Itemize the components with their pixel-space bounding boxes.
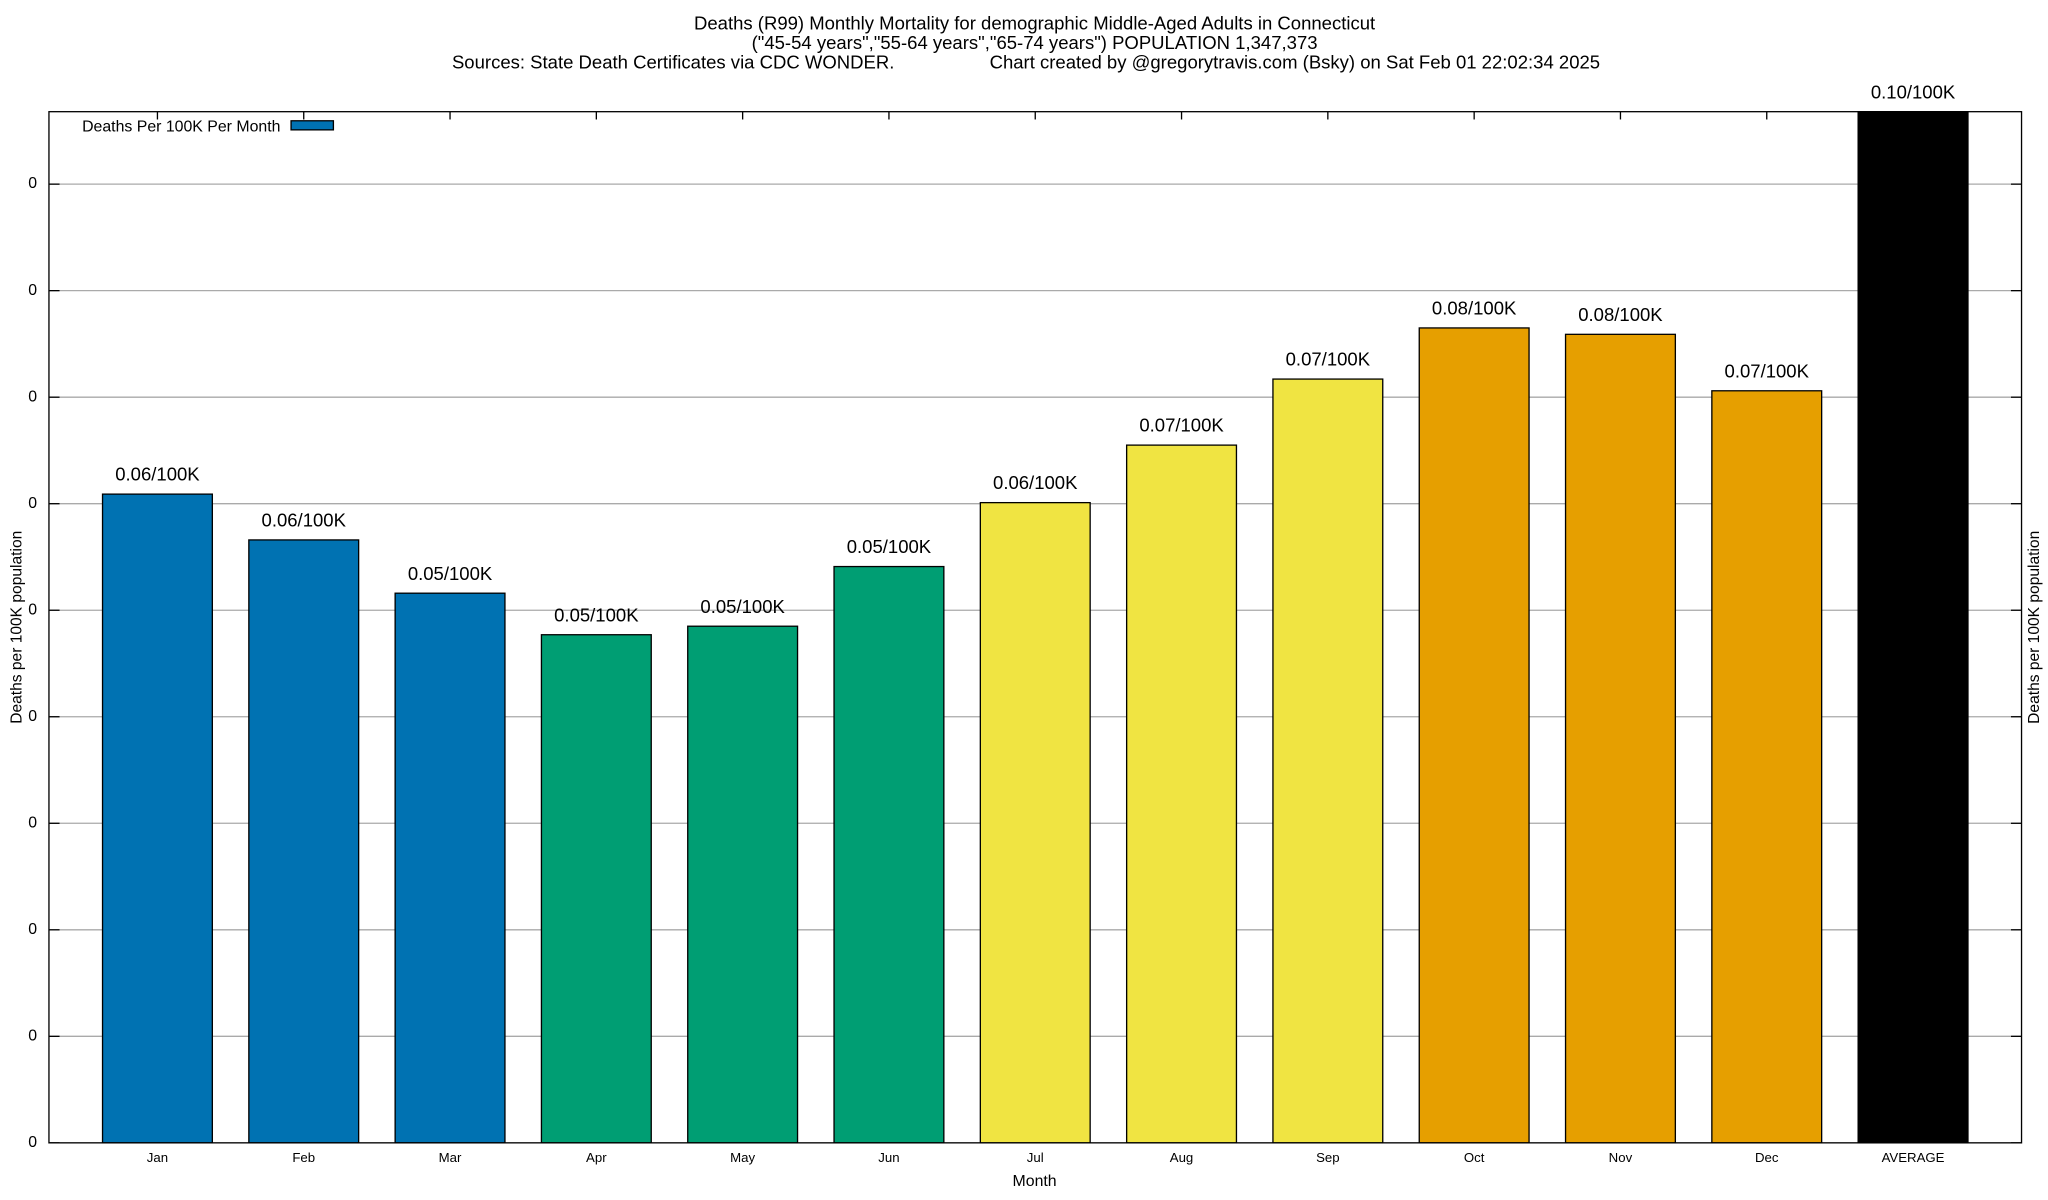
bar bbox=[687, 625, 799, 1144]
x-tick-label: Jan bbox=[147, 1150, 168, 1165]
x-tick-label: Apr bbox=[586, 1150, 607, 1165]
y-tick-label: 0 bbox=[28, 1028, 37, 1045]
bar bbox=[248, 539, 360, 1144]
x-tick-label: Oct bbox=[1464, 1150, 1485, 1165]
chart-source: Sources: State Death Certificates via CD… bbox=[452, 52, 894, 73]
plot-frame bbox=[48, 111, 2023, 1144]
x-tick-label: Jul bbox=[1027, 1150, 1044, 1165]
y-tick-label: 0 bbox=[28, 601, 37, 618]
y-tick-label: 0 bbox=[28, 388, 37, 405]
value-label: 0.06/100K bbox=[993, 472, 1078, 493]
y-tick-label: 0 bbox=[28, 708, 37, 725]
x-tick-label: Nov bbox=[1609, 1150, 1633, 1165]
bar bbox=[979, 501, 1091, 1144]
bar bbox=[394, 592, 506, 1144]
x-tick-label: Feb bbox=[292, 1150, 315, 1165]
chart-credit: Chart created by @gregorytravis.com (Bsk… bbox=[990, 52, 1600, 73]
bar bbox=[1711, 390, 1823, 1144]
value-label: 0.05/100K bbox=[700, 596, 785, 617]
value-label: 0.06/100K bbox=[115, 464, 200, 485]
x-tick-label: Dec bbox=[1755, 1150, 1779, 1165]
x-tick-label: Aug bbox=[1170, 1150, 1194, 1165]
x-tick-label: Mar bbox=[439, 1150, 462, 1165]
y-tick-label: 0 bbox=[28, 282, 37, 299]
y-tick-label: 0 bbox=[28, 175, 37, 192]
x-tick-label: Jun bbox=[878, 1150, 899, 1165]
value-label: 0.07/100K bbox=[1139, 415, 1224, 436]
bar bbox=[540, 634, 652, 1144]
value-label: 0.07/100K bbox=[1286, 349, 1371, 370]
value-label: 0.05/100K bbox=[847, 536, 932, 557]
bar bbox=[1564, 333, 1677, 1144]
y2-axis-label: Deaths per 100K population bbox=[2026, 531, 2043, 724]
bar bbox=[1125, 444, 1238, 1144]
value-label: 0.10/100K bbox=[1871, 81, 1956, 102]
x-axis-label: Month bbox=[1013, 1173, 1057, 1190]
x-tick-label: Sep bbox=[1316, 1150, 1340, 1165]
bar bbox=[1857, 111, 1969, 1144]
x-tick-label: May bbox=[730, 1150, 755, 1165]
y-tick-label: 0 bbox=[28, 921, 37, 938]
y-tick-label: 0 bbox=[28, 815, 37, 832]
value-label: 0.07/100K bbox=[1725, 361, 1810, 382]
value-label: 0.06/100K bbox=[262, 510, 347, 531]
value-label: 0.08/100K bbox=[1432, 298, 1517, 319]
bar bbox=[1418, 327, 1530, 1144]
y-tick-label: 0 bbox=[28, 1134, 37, 1151]
chart-title: Deaths (R99) Monthly Mortality for demog… bbox=[694, 13, 1375, 34]
bar bbox=[101, 493, 214, 1144]
y-tick-label: 0 bbox=[28, 495, 37, 512]
bar bbox=[833, 565, 945, 1144]
y-axis-label: Deaths per 100K population bbox=[8, 531, 25, 724]
value-label: 0.05/100K bbox=[554, 605, 639, 626]
legend-swatch bbox=[290, 120, 335, 131]
x-tick-label: AVERAGE bbox=[1882, 1150, 1945, 1165]
value-label: 0.05/100K bbox=[408, 563, 493, 584]
value-label: 0.08/100K bbox=[1578, 304, 1663, 325]
chart-subtitle: ("45-54 years","55-64 years","65-74 year… bbox=[752, 32, 1318, 53]
bar bbox=[1272, 378, 1384, 1144]
legend-label: Deaths Per 100K Per Month bbox=[82, 119, 280, 136]
